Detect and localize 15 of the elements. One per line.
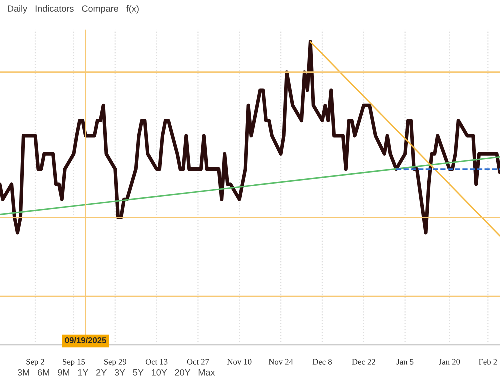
x-tick-label: Jan 20 [439,359,460,365]
x-tick-label: Nov 24 [268,359,294,365]
x-tick-label: Dec 22 [352,359,376,365]
x-tick-label: Sep 29 [104,359,126,367]
text: Daily Indicators Compare f(x) [8,5,139,14]
ref-line-label: 09/19/2025 [65,337,106,344]
x-tick-label: Oct 13 [146,359,168,365]
text: 3M 6M 9M 1Y 2Y 3Y 5Y 10Y 20Y Max [18,369,216,376]
x-tick-label: Sep 2 [26,359,44,367]
x-tick-label: Feb 2 [479,358,498,365]
x-tick-label: Nov 10 [228,359,252,365]
x-tick-label: Sep 15 [63,359,86,367]
x-tick-label: Dec 8 [312,359,332,365]
x-tick-label: Jan 5 [396,359,414,365]
x-tick-label: Oct 27 [187,359,210,365]
